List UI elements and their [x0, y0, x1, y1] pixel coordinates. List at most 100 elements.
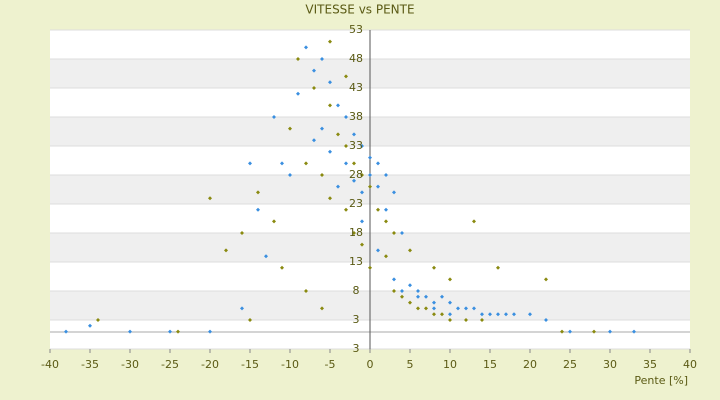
point: [440, 294, 444, 299]
point: [392, 277, 396, 282]
y-tick-label: 18: [349, 226, 363, 239]
point: [208, 329, 212, 334]
point: [280, 161, 284, 166]
point: [568, 329, 572, 334]
point: [248, 161, 252, 166]
point: [424, 306, 428, 311]
point: [480, 318, 484, 322]
point: [264, 254, 268, 259]
point: [320, 57, 324, 61]
point: [408, 248, 412, 253]
point: [344, 74, 348, 79]
point: [96, 318, 100, 322]
point: [416, 306, 420, 311]
point: [456, 306, 460, 311]
point: [344, 207, 348, 212]
point: [384, 173, 388, 177]
point: [440, 312, 444, 317]
point: [240, 231, 244, 235]
point: [424, 294, 428, 299]
point: [392, 190, 396, 195]
x-axis-label: Pente [%]: [634, 374, 688, 387]
point: [400, 294, 404, 299]
point: [392, 289, 396, 293]
point: [592, 329, 596, 334]
x-tick-label: 20: [523, 358, 537, 371]
point: [384, 254, 388, 259]
chart-title: VITESSE vs PENTE: [305, 3, 414, 17]
point: [224, 248, 228, 253]
point: [448, 318, 452, 322]
point: [512, 312, 516, 317]
x-tick-label: -20: [201, 358, 219, 371]
point: [432, 306, 436, 311]
point: [496, 265, 500, 270]
point: [360, 242, 364, 247]
point: [320, 306, 324, 311]
point: [320, 173, 324, 177]
x-tick-label: 25: [563, 358, 577, 371]
point: [408, 283, 412, 288]
point: [528, 312, 532, 317]
point: [352, 231, 356, 235]
point: [352, 161, 356, 166]
point: [256, 190, 260, 195]
point: [296, 91, 300, 96]
point: [448, 312, 452, 317]
point: [368, 184, 372, 189]
x-tick-label: -35: [81, 358, 99, 371]
point: [360, 173, 364, 177]
point: [448, 277, 452, 282]
y-tick-label: 43: [349, 81, 363, 94]
point: [376, 207, 380, 212]
point: [248, 318, 252, 322]
point: [368, 265, 372, 270]
point: [416, 289, 420, 293]
point: [168, 329, 172, 334]
x-tick-label: -5: [325, 358, 336, 371]
point: [320, 126, 324, 131]
x-tick-label: -15: [241, 358, 259, 371]
point: [296, 57, 300, 61]
point: [176, 329, 180, 334]
point: [400, 289, 404, 293]
point: [368, 173, 372, 177]
x-tick-label: -10: [281, 358, 299, 371]
y-tick-label: 23: [349, 197, 363, 210]
y-tick-label: 33: [349, 139, 363, 152]
point: [632, 329, 636, 334]
point: [368, 155, 372, 160]
point: [360, 190, 364, 195]
point: [312, 68, 316, 73]
point: [400, 231, 404, 235]
y-tick-label: 53: [349, 23, 363, 36]
point: [344, 161, 348, 166]
y-tick-label: 48: [349, 52, 363, 65]
y-tick-label: 3: [353, 313, 360, 326]
point: [464, 318, 468, 322]
x-tick-label: -30: [121, 358, 139, 371]
point: [488, 312, 492, 317]
point: [128, 329, 132, 334]
point: [432, 300, 436, 305]
point: [280, 265, 284, 270]
point: [304, 161, 308, 166]
x-tick-label: 30: [603, 358, 617, 371]
point: [288, 173, 292, 177]
point: [336, 103, 340, 108]
x-tick-label: 0: [367, 358, 374, 371]
point: [416, 294, 420, 299]
point: [272, 219, 276, 224]
y-tick-label: 3: [353, 342, 360, 355]
point: [336, 132, 340, 137]
point: [304, 45, 308, 50]
point: [560, 329, 564, 334]
point: [376, 184, 380, 189]
point: [328, 149, 332, 154]
point: [328, 39, 332, 44]
point: [312, 138, 316, 143]
point: [208, 196, 212, 201]
point: [544, 318, 548, 322]
